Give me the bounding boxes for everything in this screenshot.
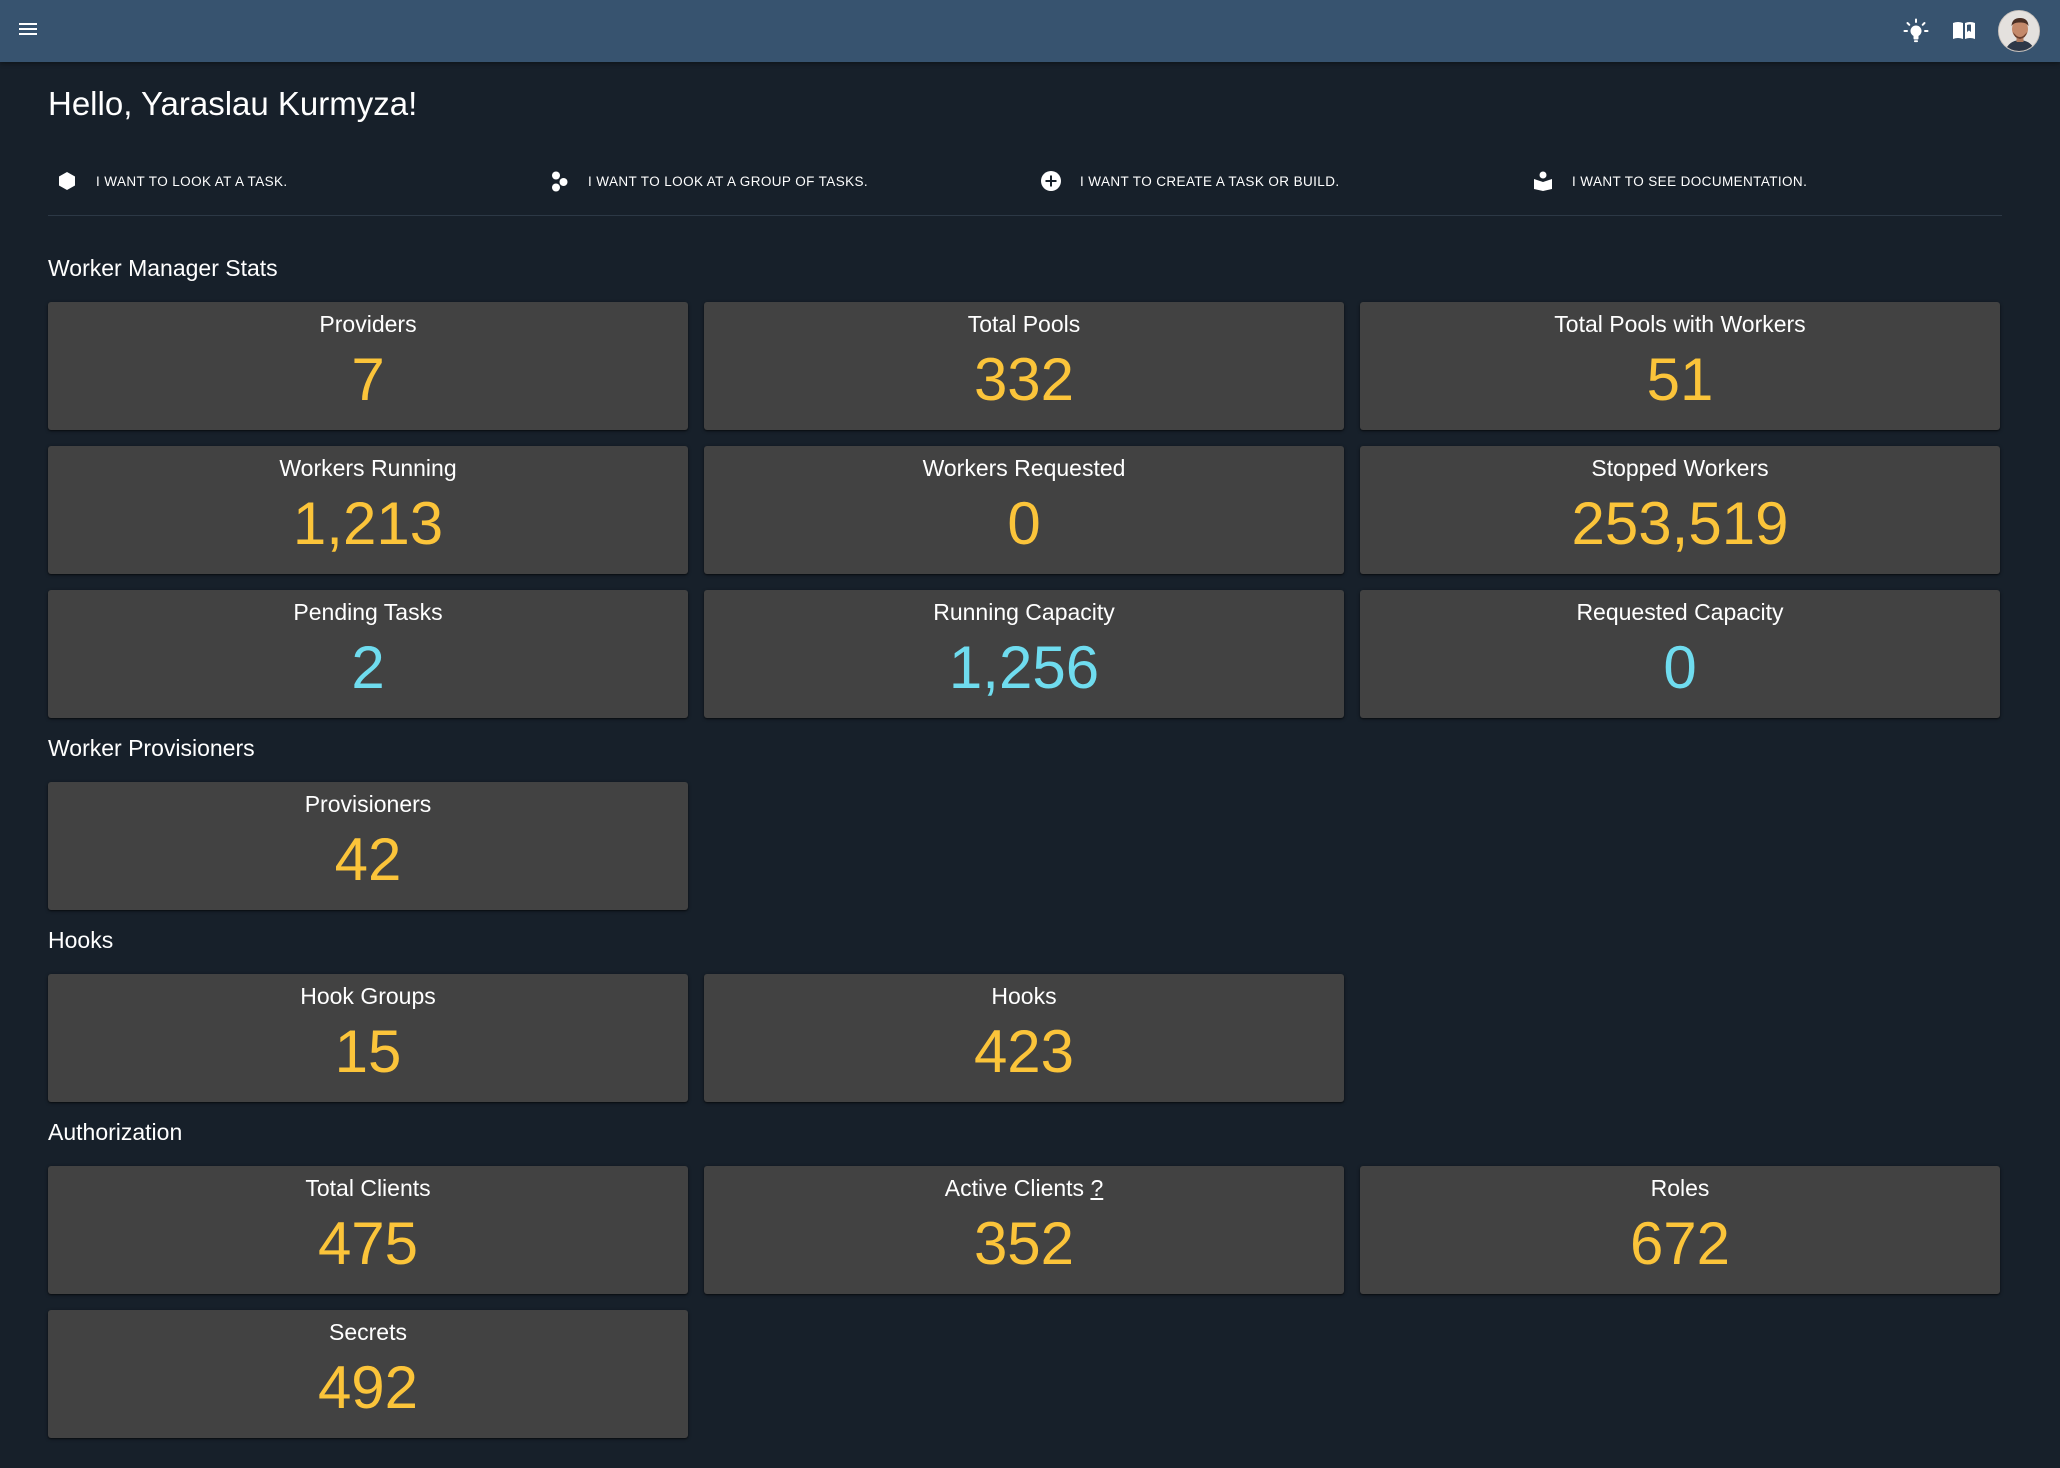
stat-value: 492 [317,1354,419,1421]
stat-card-hooks[interactable]: Hooks 423 [704,974,1344,1102]
stat-value: 475 [317,1210,419,1277]
create-task-link[interactable]: I WANT TO CREATE A TASK OR BUILD. [1032,160,1340,202]
create-task-label: I WANT TO CREATE A TASK OR BUILD. [1080,173,1340,189]
stat-label: Workers Requested [922,455,1126,481]
stat-label: Workers Running [279,455,457,481]
stat-card-secrets[interactable]: Secrets 492 [48,1310,688,1438]
stat-label: Total Pools with Workers [1554,311,1806,337]
greeting: Hello, Yaraslau Kurmyza! [48,85,418,122]
app-bar [0,0,2060,62]
stat-value: 1,213 [292,490,444,557]
look-at-group-label: I WANT TO LOOK AT A GROUP OF TASKS. [588,173,869,189]
stat-label: Requested Capacity [1576,599,1784,625]
open-book-icon[interactable] [1950,17,1978,45]
stat-label: Secrets [329,1319,407,1345]
stat-value: 7 [351,346,385,413]
hamburger-menu-icon[interactable] [14,15,42,43]
stat-value: 332 [973,346,1075,413]
book-reader-icon [1530,168,1556,194]
stat-value: 15 [334,1018,402,1085]
group-circles-icon [546,168,572,194]
see-documentation-link[interactable]: I WANT TO SEE DOCUMENTATION. [1524,160,1807,202]
stat-card-running-capacity[interactable]: Running Capacity 1,256 [704,590,1344,718]
stat-card-hook-groups[interactable]: Hook Groups 15 [48,974,688,1102]
look-at-task-link[interactable]: I WANT TO LOOK AT A TASK. [48,160,288,202]
user-avatar[interactable] [1998,10,2040,52]
stat-label: Roles [1650,1175,1710,1201]
hexagon-icon [54,168,80,194]
see-documentation-label: I WANT TO SEE DOCUMENTATION. [1572,173,1808,189]
stat-card-active-clients[interactable]: Active Clients ? 352 [704,1166,1344,1294]
stat-card-provisioners[interactable]: Provisioners 42 [48,782,688,910]
stat-card-roles[interactable]: Roles 672 [1360,1166,2000,1294]
worker-manager-stats-title: Worker Manager Stats [48,255,278,281]
app-bar-actions [1902,10,2040,52]
stat-card-workers-running[interactable]: Workers Running 1,213 [48,446,688,574]
stat-value: 0 [1663,634,1697,701]
stat-card-pending-tasks[interactable]: Pending Tasks 2 [48,590,688,718]
stat-label: Total Clients [305,1175,431,1201]
stat-label: Providers [319,311,417,337]
lightbulb-icon[interactable] [1902,17,1930,45]
stat-value: 1,256 [948,634,1100,701]
stat-value: 51 [1646,346,1714,413]
stat-value: 253,519 [1571,490,1789,557]
look-at-task-label: I WANT TO LOOK AT A TASK. [96,173,288,189]
stat-card-stopped-workers[interactable]: Stopped Workers 253,519 [1360,446,2000,574]
stat-card-total-pools-with-workers[interactable]: Total Pools with Workers 51 [1360,302,2000,430]
stat-card-workers-requested[interactable]: Workers Requested 0 [704,446,1344,574]
plus-circle-icon [1038,168,1064,194]
stat-label: Provisioners [304,791,432,817]
stat-value: 0 [1007,490,1041,557]
stat-label: Stopped Workers [1591,455,1769,481]
stat-label: Hook Groups [300,983,436,1009]
look-at-group-link[interactable]: I WANT TO LOOK AT A GROUP OF TASKS. [540,160,868,202]
stat-label: Total Pools [967,311,1081,337]
stat-card-total-pools[interactable]: Total Pools 332 [704,302,1344,430]
stat-value: 352 [973,1210,1075,1277]
stat-value: 42 [334,826,402,893]
stat-label: Running Capacity [933,599,1115,625]
stat-card-providers[interactable]: Providers 7 [48,302,688,430]
stat-label-row: Active Clients ? [704,1175,1344,1202]
stat-value: 423 [973,1018,1075,1085]
authorization-title: Authorization [48,1119,183,1145]
help-tooltip-trigger[interactable]: ? [1090,1175,1104,1201]
quick-actions: I WANT TO LOOK AT A TASK. I WANT TO LOOK… [48,160,2002,216]
hooks-title: Hooks [48,927,114,953]
stat-value: 2 [351,634,385,701]
stat-label: Active Clients [944,1175,1085,1201]
stat-label: Hooks [991,983,1057,1009]
worker-provisioners-title: Worker Provisioners [48,735,255,761]
stat-card-requested-capacity[interactable]: Requested Capacity 0 [1360,590,2000,718]
stat-card-total-clients[interactable]: Total Clients 475 [48,1166,688,1294]
stat-label: Pending Tasks [293,599,443,625]
stat-value: 672 [1629,1210,1731,1277]
